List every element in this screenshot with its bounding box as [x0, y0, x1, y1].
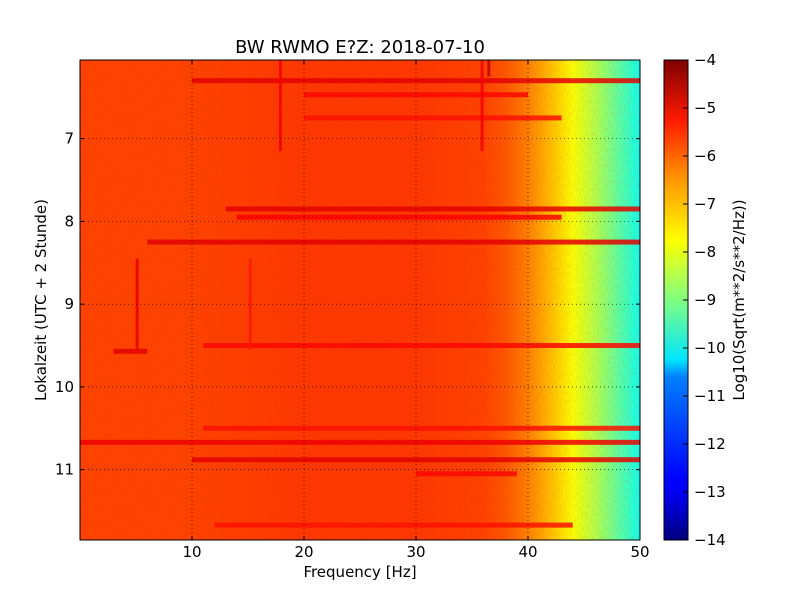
colorbar-tick-label: −7 [694, 195, 716, 213]
colorbar-tick-label: −10 [694, 339, 726, 357]
x-tick-label: 30 [406, 543, 425, 561]
y-axis-label: Lokalzeit (UTC + 2 Stunde) [32, 199, 50, 401]
y-tick-label: 9 [64, 295, 74, 313]
plot-area: 10 20 30 40 50 7 8 9 10 11 [55, 59, 650, 561]
x-tick-label: 10 [182, 543, 201, 561]
x-axis-ticks: 10 20 30 40 50 [182, 60, 650, 561]
colorbar: −4 −5 −6 −7 −8 −9 −10 −11 −12 −13 −14 Log10(Sqrt(m… [663, 51, 748, 549]
y-tick-label: 7 [64, 130, 74, 148]
colorbar-tick-label: −6 [694, 147, 716, 165]
colorbar-tick-label: −14 [694, 531, 726, 549]
heatmap-image [80, 60, 640, 540]
colorbar-tick-label: −4 [694, 51, 716, 69]
y-tick-label: 8 [64, 212, 74, 230]
colorbar-tick-label: −5 [694, 99, 716, 117]
plot-frame [79, 59, 641, 541]
heatmap-texture [80, 60, 640, 540]
x-tick-label: 40 [518, 543, 537, 561]
y-tick-label: 11 [55, 461, 74, 479]
colorbar-tick-label: −8 [694, 243, 716, 261]
grid [80, 60, 640, 540]
chart-title: BW RWMO E?Z: 2018-07-10 [235, 37, 485, 58]
colorbar-label: Log10(Sqrt(m**2/s**2/Hz)) [730, 199, 748, 400]
colorbar-tick-label: −13 [694, 483, 726, 501]
x-tick-label: 20 [294, 543, 313, 561]
colorbar-ticks: −4 −5 −6 −7 −8 −9 −10 −11 −12 −13 −14 [683, 51, 726, 549]
y-axis-ticks: 7 8 9 10 11 [55, 130, 640, 479]
colorbar-tick-label: −9 [694, 291, 716, 309]
x-axis-label: Frequency [Hz] [303, 563, 416, 581]
x-tick-label: 50 [630, 543, 649, 561]
y-tick-label: 10 [55, 378, 74, 396]
colorbar-tick-label: −12 [694, 435, 726, 453]
colorbar-tick-label: −11 [694, 387, 726, 405]
